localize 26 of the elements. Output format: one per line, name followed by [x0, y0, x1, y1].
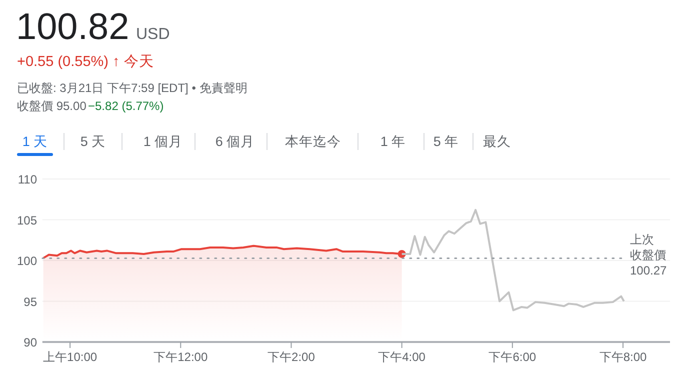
text: 最久	[483, 134, 511, 149]
text: 5 天	[80, 134, 106, 149]
chart-title: 100.82	[16, 6, 130, 47]
chart-subtitle: USD	[136, 26, 170, 43]
x-tick-label: 下午12:00	[154, 350, 208, 364]
text: 1 天	[22, 134, 48, 149]
x-tick-label: 下午4:00	[378, 350, 426, 364]
text: 1 年	[380, 134, 406, 149]
y-tick-label: 90	[24, 336, 38, 350]
text: 本年迄今	[285, 134, 341, 149]
y-tick-label: 105	[16, 213, 38, 228]
text: −5.82 (5.77%)	[88, 99, 164, 113]
y-tick-label: 100	[16, 254, 38, 268]
y-tick-label: 110	[18, 172, 38, 186]
x-tick-label: 下午2:00	[268, 350, 316, 364]
text: 6 個月	[215, 134, 255, 149]
text: 5 年	[433, 134, 459, 149]
y-tick-label: 95	[24, 294, 38, 309]
x-tick-label: 下午6:00	[488, 350, 536, 364]
text: 收盤價 95.00	[17, 99, 87, 113]
text: 已收盤: 3月21日 下午7:59 [EDT] • 免責聲明	[17, 81, 248, 95]
x-tick-label: 下午8:00	[599, 350, 647, 364]
x-tick-label: 上午10:00	[43, 350, 98, 364]
ref-line-label: 上次收盤價 100.27	[630, 232, 668, 278]
text: 1 個月	[143, 134, 183, 149]
text: +0.55 (0.55%) ↑ 今天	[17, 53, 154, 70]
